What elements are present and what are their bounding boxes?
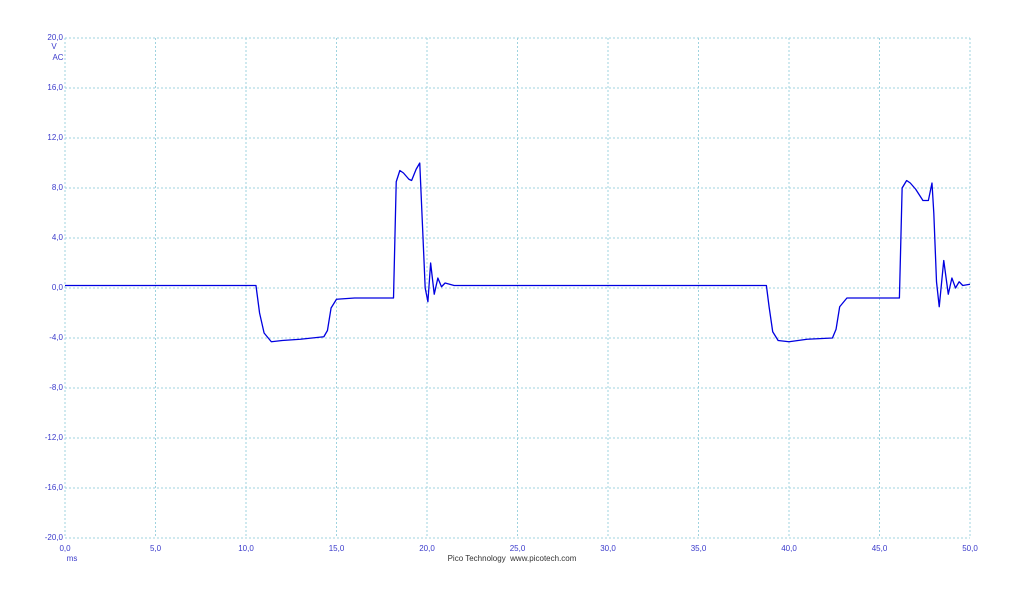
y-tick-label: 20,0: [47, 33, 63, 42]
y-tick-label: 12,0: [47, 133, 63, 142]
x-tick-label: 45,0: [872, 544, 888, 553]
y-tick-label: -4,0: [49, 333, 63, 342]
y-tick-label: 16,0: [47, 83, 63, 92]
y-tick-label: 0,0: [52, 283, 64, 292]
x-tick-label: 20,0: [419, 544, 435, 553]
y-tick-label: -12,0: [45, 433, 64, 442]
x-tick-label: 25,0: [510, 544, 526, 553]
y-tick-label: -8,0: [49, 383, 63, 392]
x-tick-label: 5,0: [150, 544, 162, 553]
y-tick-label: -16,0: [45, 483, 64, 492]
x-tick-label: 35,0: [691, 544, 707, 553]
x-tick-label: 40,0: [781, 544, 797, 553]
x-tick-label: 10,0: [238, 544, 254, 553]
x-tick-label: 15,0: [329, 544, 345, 553]
x-tick-label: 0,0: [59, 544, 71, 553]
y-unit: V: [51, 42, 57, 51]
y-tick-label: 8,0: [52, 183, 64, 192]
footer: Pico Technology www.picotech.com: [448, 554, 577, 563]
coupling: AC: [52, 53, 63, 62]
y-tick-label: 4,0: [52, 233, 64, 242]
y-tick-label: -20,0: [45, 533, 64, 542]
x-unit: ms: [67, 554, 78, 563]
x-tick-label: 50,0: [962, 544, 978, 553]
x-tick-label: 30,0: [600, 544, 616, 553]
trace: [65, 162, 971, 343]
